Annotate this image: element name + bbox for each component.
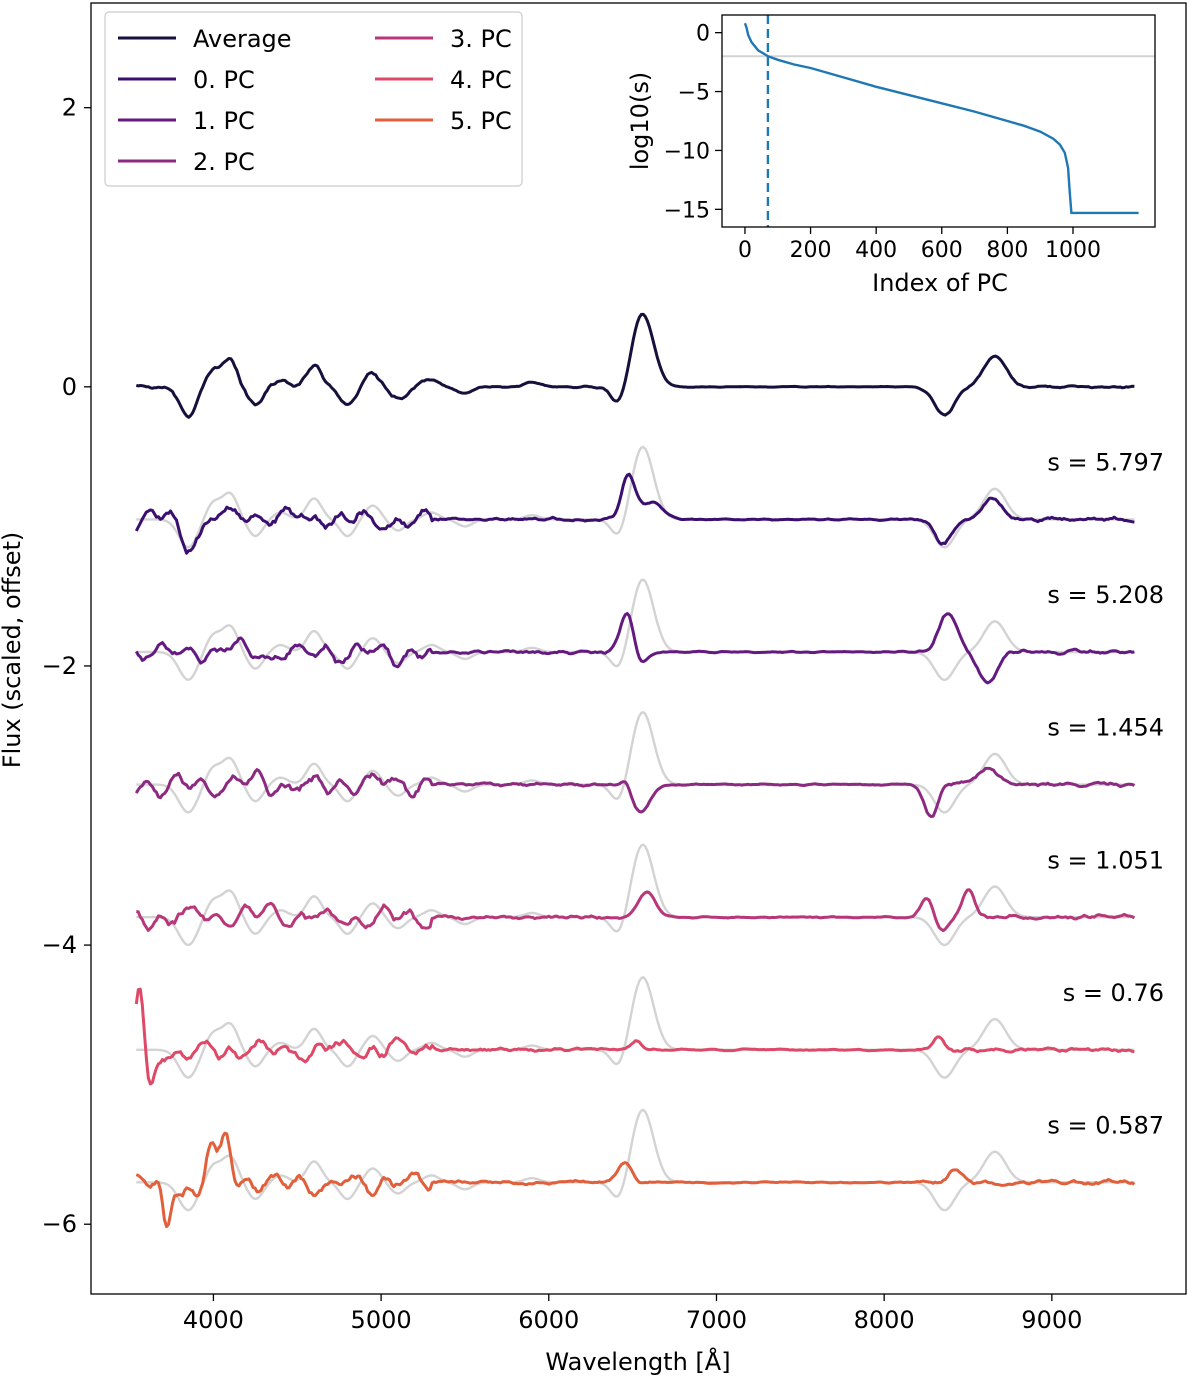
reference-curve-6 <box>136 1108 1135 1212</box>
series-line-4 <box>136 888 1136 933</box>
inset-x-axis-label: Index of PC <box>872 269 1008 297</box>
y-tick-label: −2 <box>42 652 77 680</box>
x-tick-label: 5000 <box>351 1306 412 1334</box>
inset-plot-frame <box>721 14 1156 228</box>
series-line-6 <box>135 1131 1136 1229</box>
y-tick-label: −4 <box>42 931 77 959</box>
series-line-0 <box>135 312 1135 419</box>
legend-label-6: 5. PC <box>450 107 512 135</box>
singular-value-label-1: s = 5.797 <box>1047 449 1164 477</box>
inset-marks <box>722 15 1155 227</box>
singular-value-label-2: s = 5.208 <box>1047 581 1164 609</box>
legend-box <box>104 11 523 187</box>
inset-y-tick-label: −5 <box>678 81 710 106</box>
inset-y-ticks: 0 −5 −10 −15 <box>664 22 722 223</box>
singular-value-label-4: s = 1.051 <box>1047 846 1164 874</box>
series-line-2 <box>134 612 1135 685</box>
singular-value-labels: s = 5.797 s = 5.208 s = 1.454 s = 1.051 s = … <box>1047 449 1164 1140</box>
main-x-ticks: 4000 5000 6000 7000 8000 9000 <box>183 1294 1082 1334</box>
x-tick-label: 4000 <box>183 1306 244 1334</box>
singular-value-label-6: s = 0.587 <box>1047 1111 1164 1139</box>
legend-label-5: 4. PC <box>450 66 512 94</box>
reference-curves <box>136 445 1135 1212</box>
x-tick-label: 6000 <box>518 1306 579 1334</box>
inset-y-axis-label: log10(s) <box>626 72 654 170</box>
legend-label-2: 1. PC <box>193 107 255 135</box>
inset-chart: 0 200 400 600 800 1000 0−5−10−15 Index of PC … <box>626 14 1156 297</box>
singular-value-label-5: s = 0.76 <box>1063 979 1164 1007</box>
y-tick-label: −6 <box>42 1210 77 1238</box>
x-tick-label: 8000 <box>854 1306 915 1334</box>
inset-y-tick-label: −15 <box>664 198 710 223</box>
legend-label-0: Average <box>193 25 292 53</box>
main-series-lines <box>134 312 1136 1229</box>
x-tick-label: 9000 <box>1021 1306 1082 1334</box>
main-y-ticks: 2 0 −2 −4 −6 <box>42 94 91 1238</box>
series-line-1 <box>134 472 1135 555</box>
inset-x-tick-label: 800 <box>986 238 1028 263</box>
series-line-3 <box>134 766 1136 818</box>
legend: Average 0. PC 1. PC 2. PC 3. PC 4. PC 5. PC <box>104 11 523 187</box>
reference-curve-4 <box>136 843 1135 947</box>
main-plot-frame <box>90 2 1187 1295</box>
legend-label-4: 3. PC <box>450 25 512 53</box>
inset-x-tick-label: 1000 <box>1045 238 1101 263</box>
inset-x-tick-label: 0 <box>738 238 752 263</box>
main-y-axis-label: Flux (scaled, offset) <box>0 532 26 768</box>
inset-x-tick-label: 600 <box>921 238 963 263</box>
inset-background <box>722 15 1155 227</box>
main-x-axis-label: Wavelength [Å] <box>545 1347 730 1376</box>
singular-value-label-3: s = 1.454 <box>1047 714 1164 742</box>
reference-curve-3 <box>136 710 1135 814</box>
inset-series-line <box>743 22 1139 215</box>
inset-x-tick-label: 400 <box>855 238 897 263</box>
inset-x-ticks: 0 200 400 600 800 1000 <box>738 227 1101 263</box>
inset-y-tick-label: −10 <box>664 139 710 164</box>
legend-entries: Average 0. PC 1. PC 2. PC 3. PC 4. PC 5. PC <box>118 25 512 176</box>
x-tick-label: 7000 <box>686 1306 747 1334</box>
inset-y-tick-label: 0 <box>696 22 710 47</box>
y-tick-label: 0 <box>62 373 77 401</box>
series-line-5 <box>134 987 1135 1086</box>
inset-x-tick-label: 200 <box>790 238 832 263</box>
legend-label-3: 2. PC <box>193 148 255 176</box>
legend-label-1: 0. PC <box>193 66 255 94</box>
y-tick-label: 2 <box>62 94 77 122</box>
